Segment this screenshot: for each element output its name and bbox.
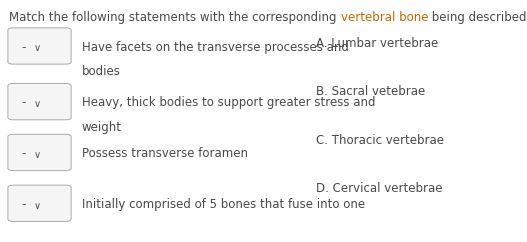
Text: B. Sacral vetebrae: B. Sacral vetebrae: [316, 85, 425, 98]
Text: -: -: [22, 96, 26, 109]
Text: Have facets on the transverse processes and: Have facets on the transverse processes …: [82, 41, 348, 54]
Text: ∨: ∨: [33, 99, 41, 109]
Text: Possess transverse foramen: Possess transverse foramen: [82, 147, 248, 160]
FancyBboxPatch shape: [8, 185, 71, 221]
Text: C. Thoracic vertebrae: C. Thoracic vertebrae: [316, 134, 444, 147]
Text: -: -: [22, 198, 26, 211]
Text: Initially comprised of 5 bones that fuse into one: Initially comprised of 5 bones that fuse…: [82, 198, 365, 211]
Text: ∨: ∨: [33, 43, 41, 53]
Text: D. Cervical vertebrae: D. Cervical vertebrae: [316, 182, 443, 195]
Text: Match the following statements with the corresponding: Match the following statements with the …: [9, 11, 341, 24]
Text: -: -: [22, 41, 26, 54]
Text: vertebral bone: vertebral bone: [341, 11, 428, 24]
Text: Heavy, thick bodies to support greater stress and: Heavy, thick bodies to support greater s…: [82, 96, 375, 109]
Text: ∨: ∨: [33, 150, 41, 160]
Text: A. Lumbar vertebrae: A. Lumbar vertebrae: [316, 37, 438, 50]
FancyBboxPatch shape: [8, 83, 71, 120]
FancyBboxPatch shape: [8, 134, 71, 171]
FancyBboxPatch shape: [8, 28, 71, 64]
Text: weight: weight: [82, 121, 122, 134]
Text: bodies: bodies: [82, 65, 121, 78]
Text: being described.: being described.: [428, 11, 527, 24]
Text: ∨: ∨: [33, 201, 41, 211]
Text: -: -: [22, 147, 26, 160]
